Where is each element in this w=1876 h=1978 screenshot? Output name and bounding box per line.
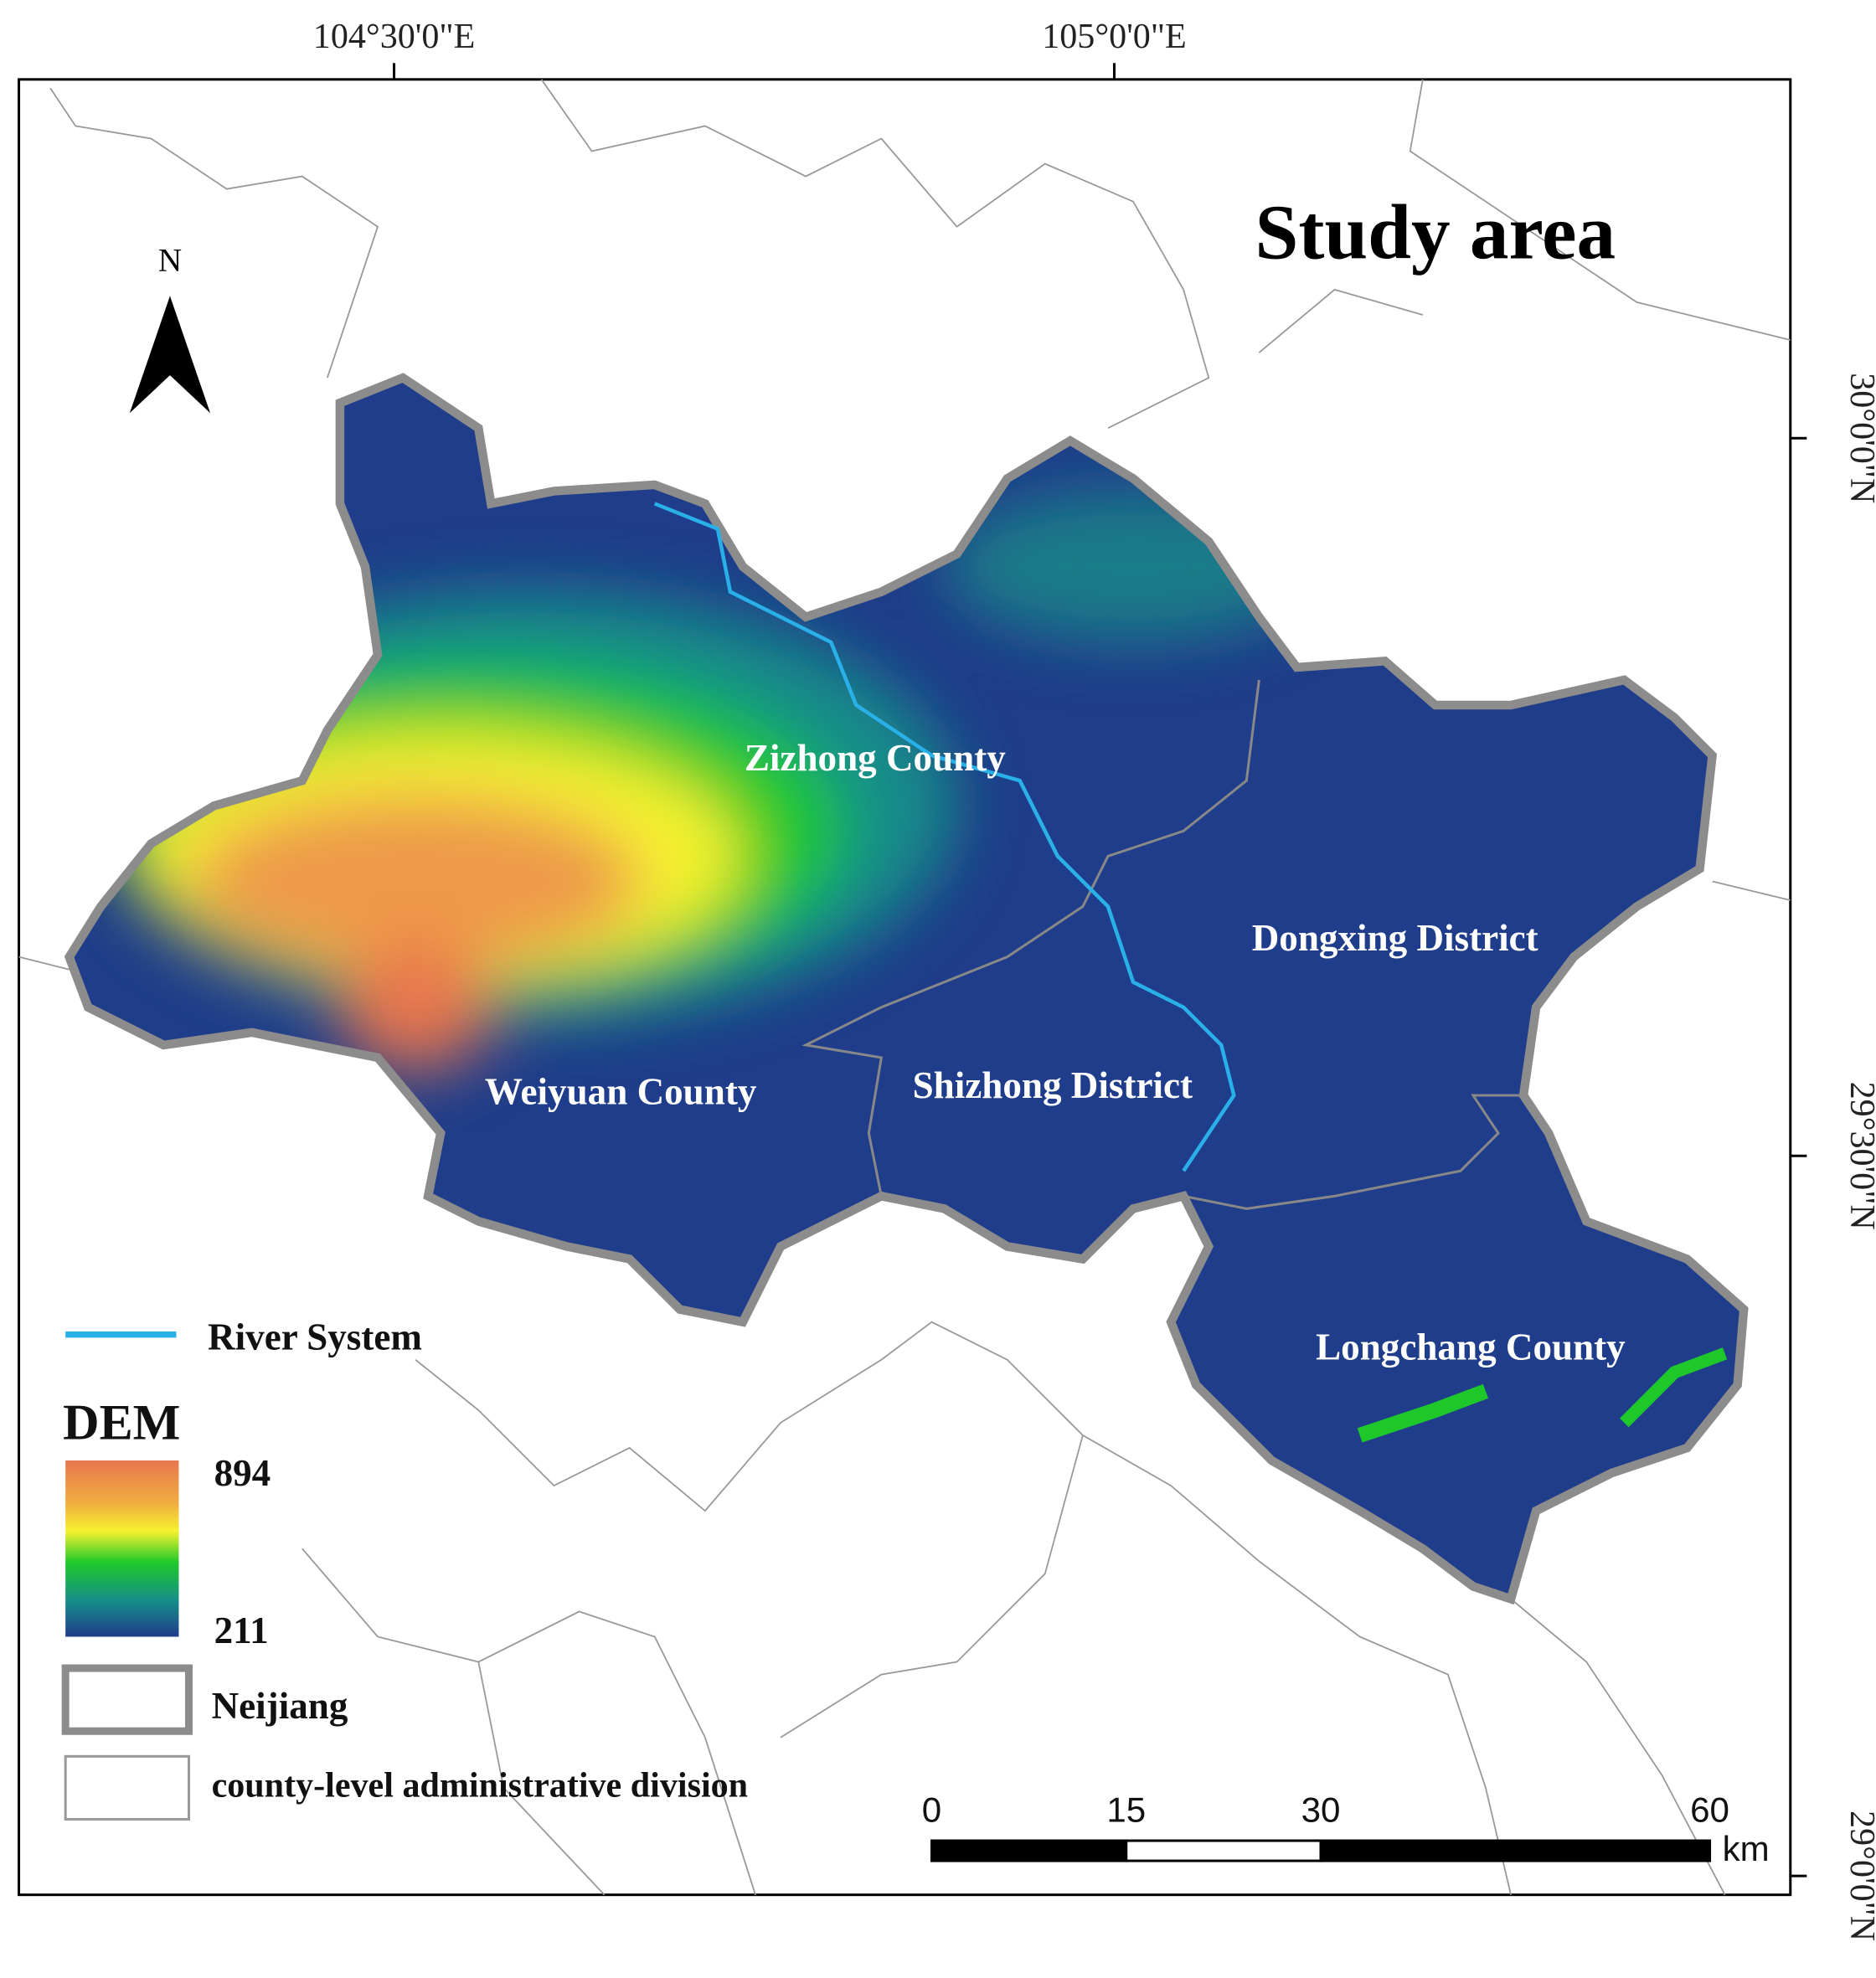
dem-min: 211 (214, 1610, 269, 1651)
scale-segment (1319, 1839, 1712, 1862)
graticule-labels: 104°30'0"E 105°0'0"E 30°0'0"N 29°30'0"N … (313, 17, 1876, 1941)
legend: River System DEM 894 211 Neijiang county… (61, 1316, 749, 1821)
district-label: Shizhong District (913, 1064, 1193, 1106)
county-swatch (64, 1754, 191, 1821)
district-label: Weiyuan County (485, 1071, 757, 1113)
dem-colorbar (65, 1460, 179, 1637)
district-label: Dongxing District (1252, 917, 1538, 959)
scale-tick-label: 60 (1690, 1790, 1729, 1829)
north-label: N (158, 242, 182, 278)
map-title: Study area (1255, 189, 1616, 276)
district-label: Zizhong County (745, 737, 1006, 779)
scale-tick-label: 0 (922, 1790, 941, 1829)
river (653, 502, 1236, 1172)
scale-bar: km 0 15 30 60 (922, 1790, 1770, 1868)
legend-title: DEM (63, 1394, 180, 1450)
legend-label: Neijiang (212, 1685, 348, 1727)
scale-tick-label: 15 (1106, 1790, 1146, 1829)
district-boundaries (801, 679, 1524, 1210)
boundary-swatch (61, 1664, 193, 1735)
district-labels: Zizhong County Dongxing District Weiyuan… (485, 737, 1626, 1368)
dem-max: 894 (214, 1452, 271, 1494)
scale-segment (930, 1839, 1128, 1862)
lat-label: 29°0'0"N (1842, 1811, 1876, 1941)
scale-unit: km (1723, 1829, 1770, 1868)
lon-label: 105°0'0"E (1042, 17, 1186, 56)
scale-segment (1125, 1839, 1322, 1862)
district-label: Longchang County (1316, 1326, 1626, 1368)
lat-label: 29°30'0"N (1842, 1082, 1876, 1230)
legend-label: county-level administrative division (212, 1765, 749, 1805)
lat-label: 30°0'0"N (1842, 373, 1876, 503)
legend-label: River System (208, 1316, 422, 1358)
lon-label: 104°30'0"E (313, 17, 476, 56)
scale-tick-label: 30 (1301, 1790, 1341, 1829)
graticule-ticks (393, 63, 1807, 1878)
county-lines (18, 79, 1791, 1896)
north-arrow (129, 296, 211, 414)
